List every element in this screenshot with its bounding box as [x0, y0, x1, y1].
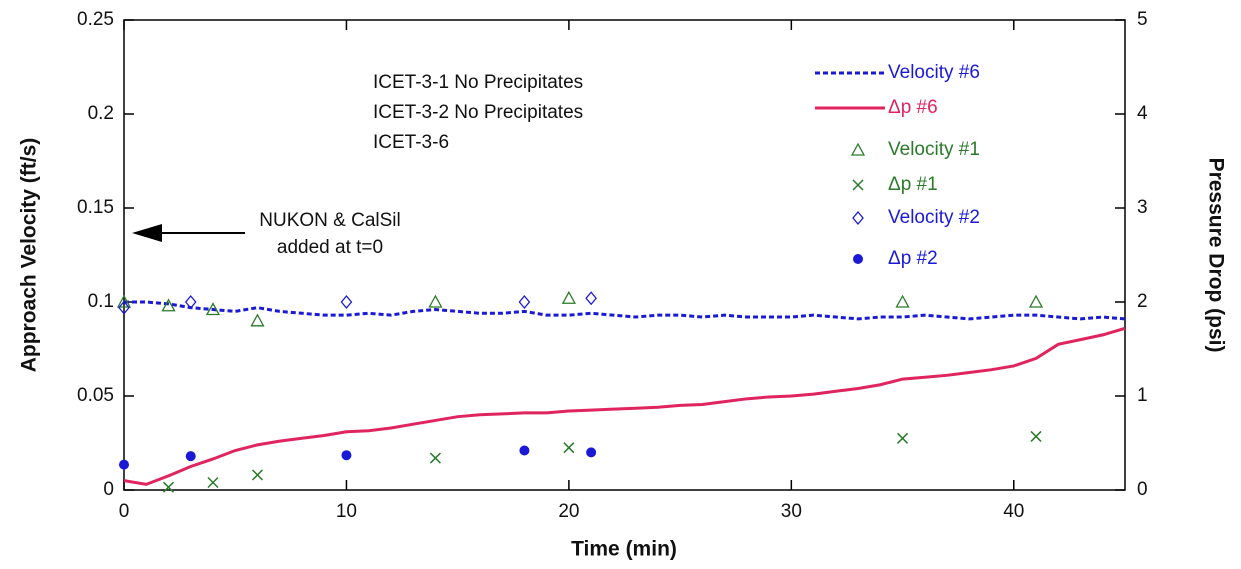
y2-tick-label: 0	[1137, 479, 1148, 500]
marker	[161, 298, 176, 312]
marker	[251, 469, 263, 481]
y2-tick-label: 5	[1137, 9, 1148, 30]
legend-label: Δp #6	[888, 97, 938, 118]
annotation: added at t=0	[277, 237, 383, 258]
series-line	[124, 300, 1126, 321]
marker	[586, 447, 597, 458]
x-tick-label: 10	[336, 501, 357, 522]
legend-marker	[853, 254, 863, 264]
marker	[897, 432, 909, 444]
marker	[185, 451, 196, 462]
marker	[205, 302, 221, 316]
annotation: NUKON & CalSil	[259, 210, 400, 231]
legend-marker	[852, 179, 864, 191]
plot-frame	[123, 19, 1126, 491]
y2-tick-label: 2	[1137, 291, 1148, 312]
annotation: ICET-3-1 No Precipitates	[373, 72, 583, 93]
series-line	[123, 326, 1126, 486]
marker	[184, 294, 197, 310]
marker	[116, 294, 132, 308]
marker	[340, 294, 353, 310]
y-tick-label: 0.1	[88, 291, 114, 312]
legend-label: Δp #1	[888, 174, 938, 195]
x-axis-label: Time (min)	[571, 538, 677, 561]
arrow-head	[132, 224, 162, 242]
y-tick-label: 0	[103, 479, 114, 500]
marker	[428, 294, 443, 308]
marker	[341, 450, 352, 461]
y2-tick-label: 4	[1137, 103, 1148, 124]
legend-label: Velocity #2	[888, 207, 980, 228]
x-tick-label: 20	[558, 501, 579, 522]
annotation: ICET-3-2 No Precipitates	[373, 102, 583, 123]
x-tick-label: 40	[1003, 501, 1024, 522]
marker	[118, 300, 130, 315]
marker	[250, 313, 265, 327]
y2-tick-label: 1	[1137, 385, 1148, 406]
y-tick-label: 0.25	[77, 9, 114, 30]
marker	[162, 481, 175, 493]
marker	[561, 290, 576, 304]
marker	[895, 294, 910, 308]
y2-tick-label: 3	[1137, 197, 1148, 218]
marker	[1030, 430, 1042, 442]
y-axis-label: Approach Velocity (ft/s)	[18, 138, 41, 373]
legend-marker	[852, 210, 864, 226]
marker	[207, 476, 219, 489]
x-tick-label: 0	[119, 501, 130, 522]
marker	[1028, 294, 1044, 308]
annotation: ICET-3-6	[373, 132, 449, 153]
marker	[518, 294, 531, 310]
legend-label: Δp #2	[888, 248, 938, 269]
marker	[429, 452, 441, 464]
y-tick-label: 0.2	[88, 103, 114, 124]
y2-axis-label: Pressure Drop (psi)	[1204, 158, 1227, 353]
x-tick-label: 30	[781, 501, 802, 522]
legend-label: Velocity #1	[888, 139, 980, 160]
marker	[119, 459, 129, 470]
legend-label: Velocity #6	[888, 62, 980, 83]
y-tick-label: 0.15	[77, 197, 114, 218]
marker	[563, 442, 575, 454]
marker	[519, 445, 530, 456]
legend-marker	[850, 142, 866, 156]
y-tick-label: 0.05	[77, 385, 114, 406]
marker	[585, 291, 597, 306]
